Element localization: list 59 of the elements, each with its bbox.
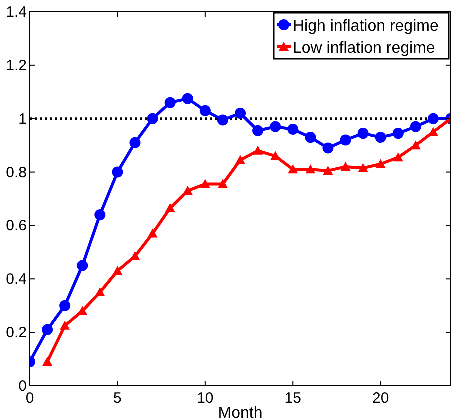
y-tick-label: 1.2 [6,57,27,74]
point [130,251,140,260]
x-tick-label: 15 [284,390,302,407]
point [305,132,316,144]
point [60,320,70,330]
point [393,152,404,162]
point [182,93,194,104]
point [182,186,193,195]
point [112,266,123,276]
point [375,132,386,144]
point [148,228,158,238]
point [428,113,439,124]
point [112,166,124,178]
point [410,140,421,150]
point [288,164,298,174]
x-tick-label: 10 [197,390,214,407]
point [392,128,404,140]
point [130,137,141,148]
point [95,288,106,296]
point [340,162,351,171]
y-tick-label: 0.4 [6,271,27,288]
point [147,113,158,124]
y-tick-label: 1 [18,110,27,128]
point [236,155,246,164]
point [322,142,334,154]
y-tick-label: 1.4 [6,4,27,21]
point [253,146,264,155]
point [217,114,228,126]
x-axis-title: Month [218,405,263,420]
point [358,163,368,172]
point [42,356,53,366]
point [78,306,88,316]
point [288,124,299,136]
point [323,166,334,175]
point [235,108,246,120]
point [165,203,176,212]
legend-label: Low inflation regime [293,40,436,57]
legend-label: High inflation regime [293,18,439,35]
y-tick-label: 0 [18,378,27,395]
y-tick-label: 0.6 [6,218,27,235]
point [358,128,369,140]
point [410,121,422,132]
x-tick-label: 20 [372,390,390,407]
point [200,105,211,116]
point [42,324,54,336]
point [376,159,386,168]
point [94,210,106,221]
point [77,260,88,272]
point [60,300,71,312]
point [306,164,316,174]
point [270,121,282,132]
point [340,134,352,146]
y-tick-label: 0.8 [6,164,27,182]
point [164,97,176,108]
x-tick-label: 5 [114,390,122,407]
point [218,179,228,188]
point [252,125,264,136]
y-tick-label: 0.2 [6,324,27,342]
point [200,179,210,188]
